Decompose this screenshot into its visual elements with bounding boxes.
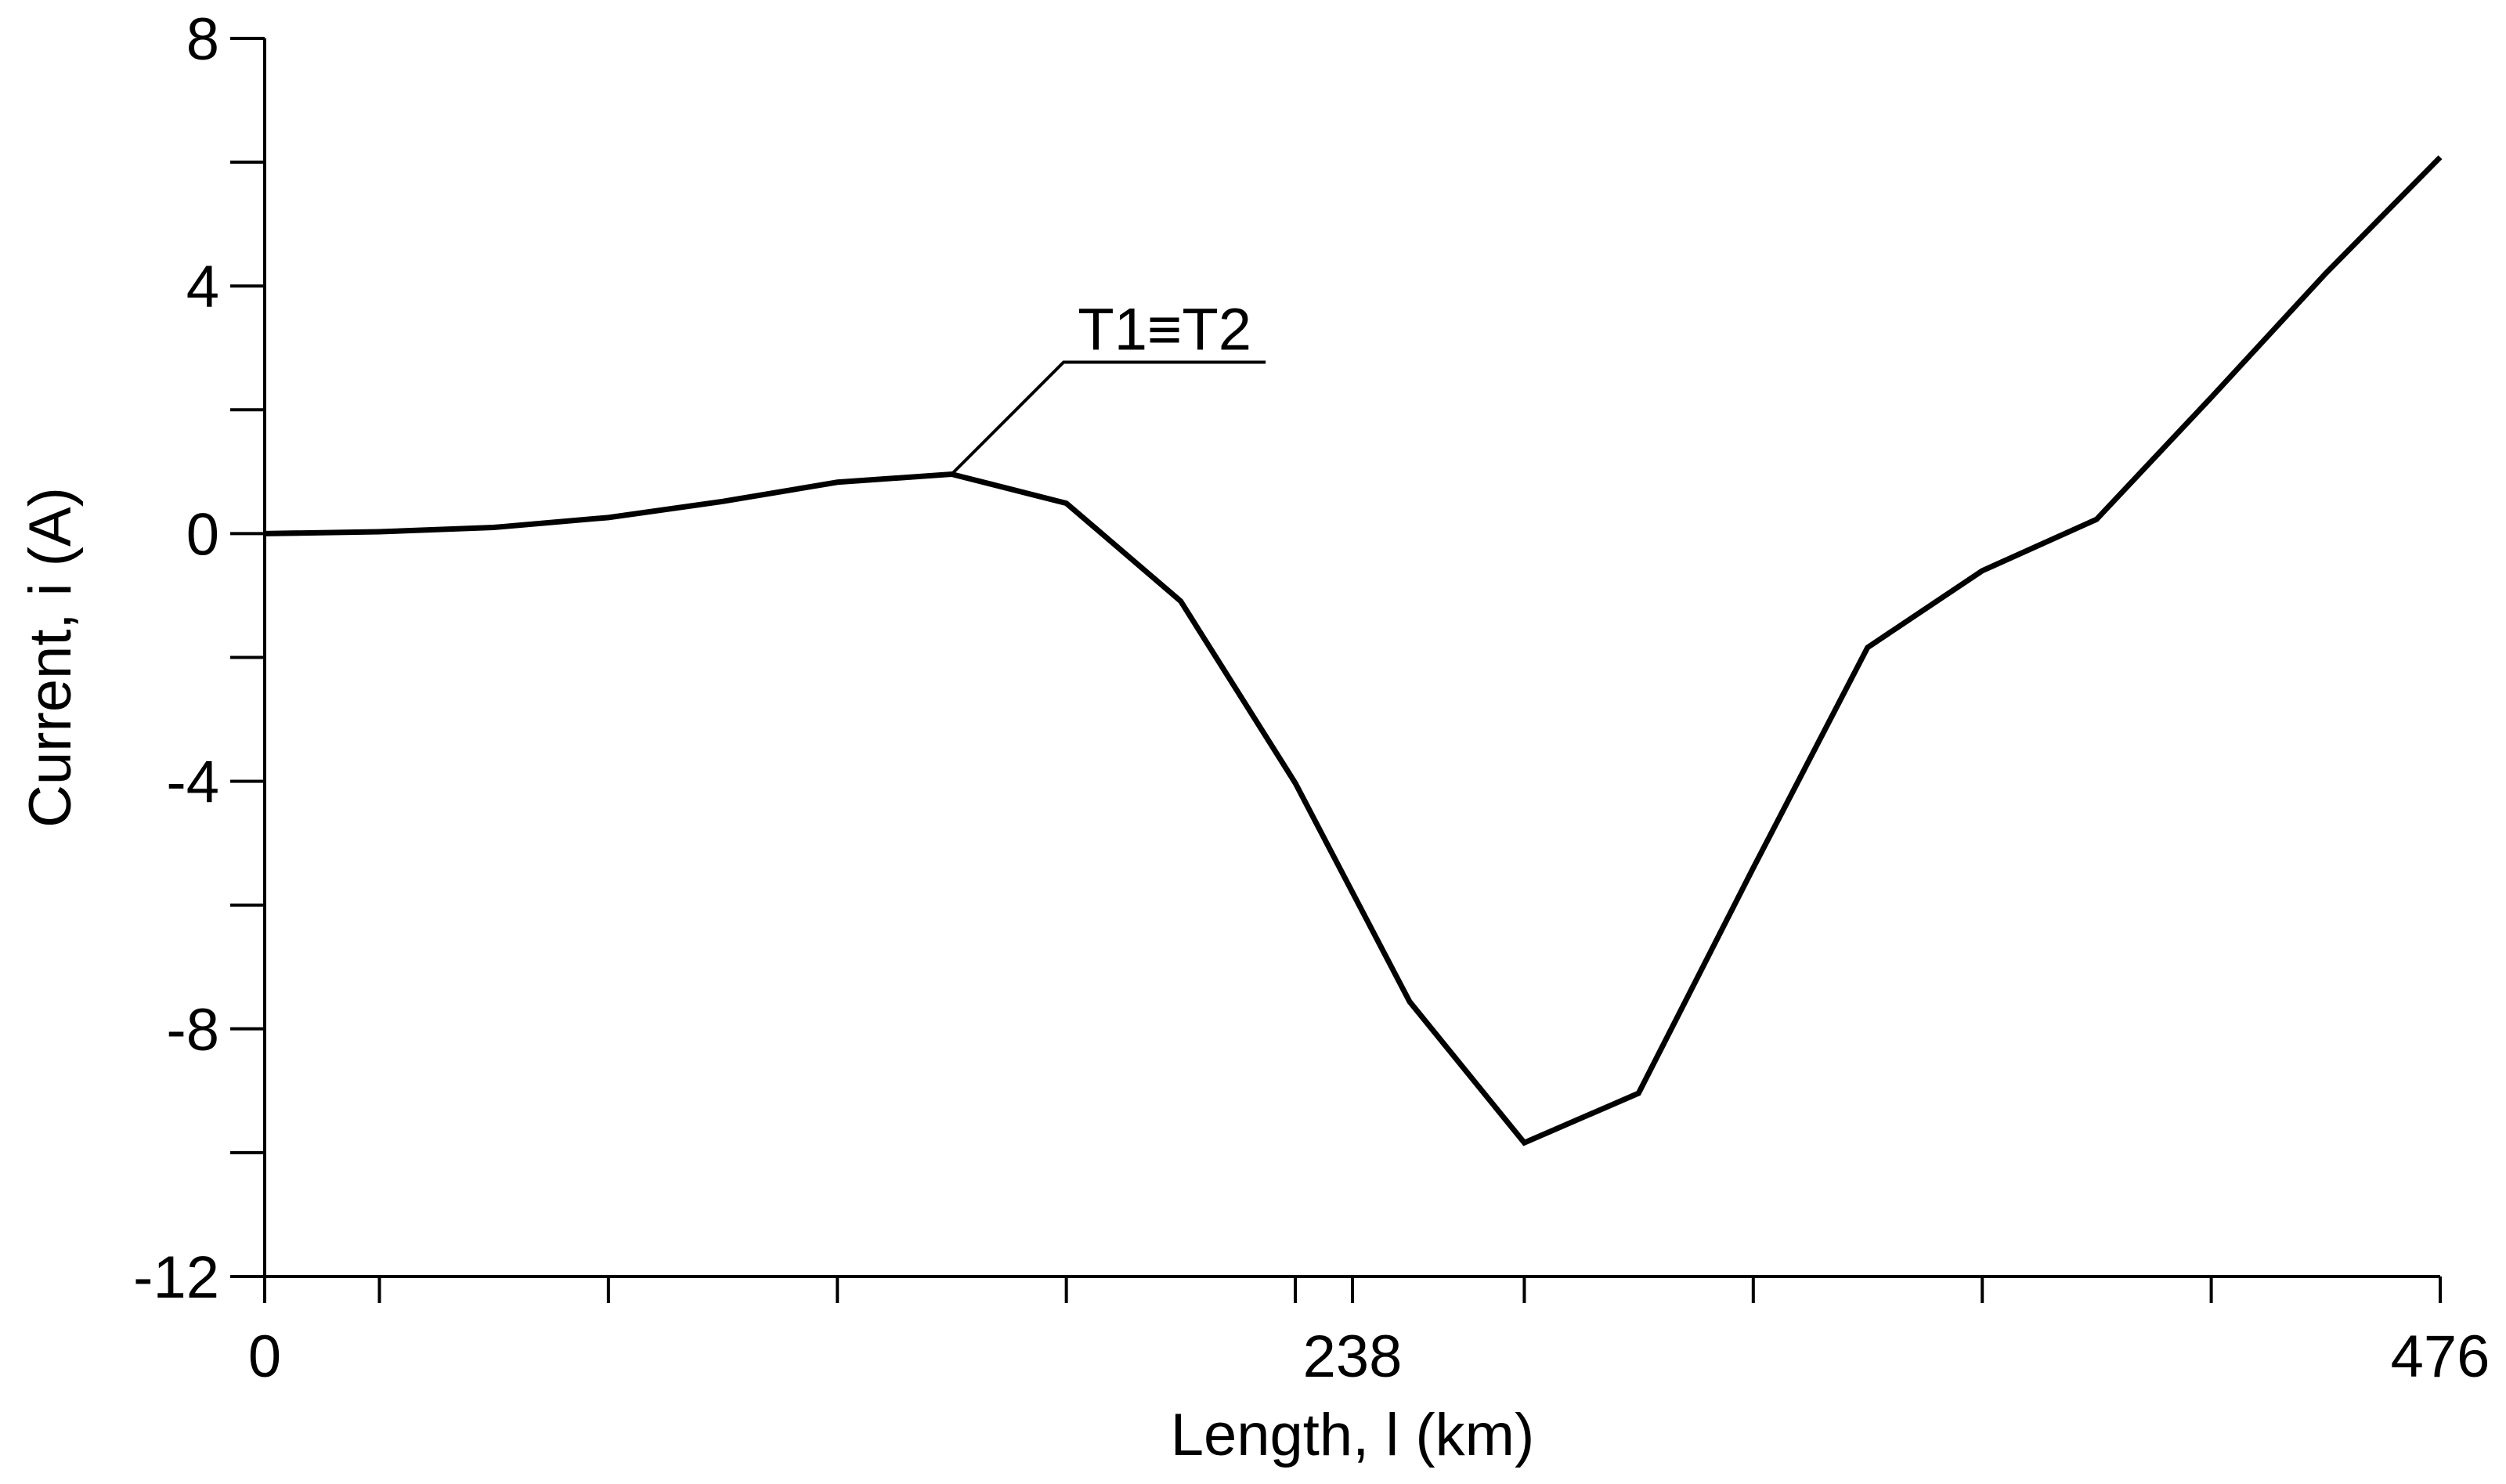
data-line [264,155,2443,1146]
annotation-leader [950,360,1266,475]
y-axis-label: Current, i (A) [17,487,84,828]
y-tick-label: -4 [166,749,219,816]
y-tick-label: 8 [186,6,219,73]
x-tick-label: 0 [248,1323,281,1390]
y-tick-label: -12 [133,1244,219,1311]
y-tick-label: 4 [186,254,219,320]
x-tick-label: 238 [1303,1323,1403,1390]
y-tick-label: 0 [186,501,219,568]
x-axis-label: Length, l (km) [1171,1402,1535,1468]
y-tick-label: -8 [166,997,219,1063]
x-tick-label: 476 [2391,1323,2490,1390]
annotation: T1≡T2 [1078,297,1251,363]
